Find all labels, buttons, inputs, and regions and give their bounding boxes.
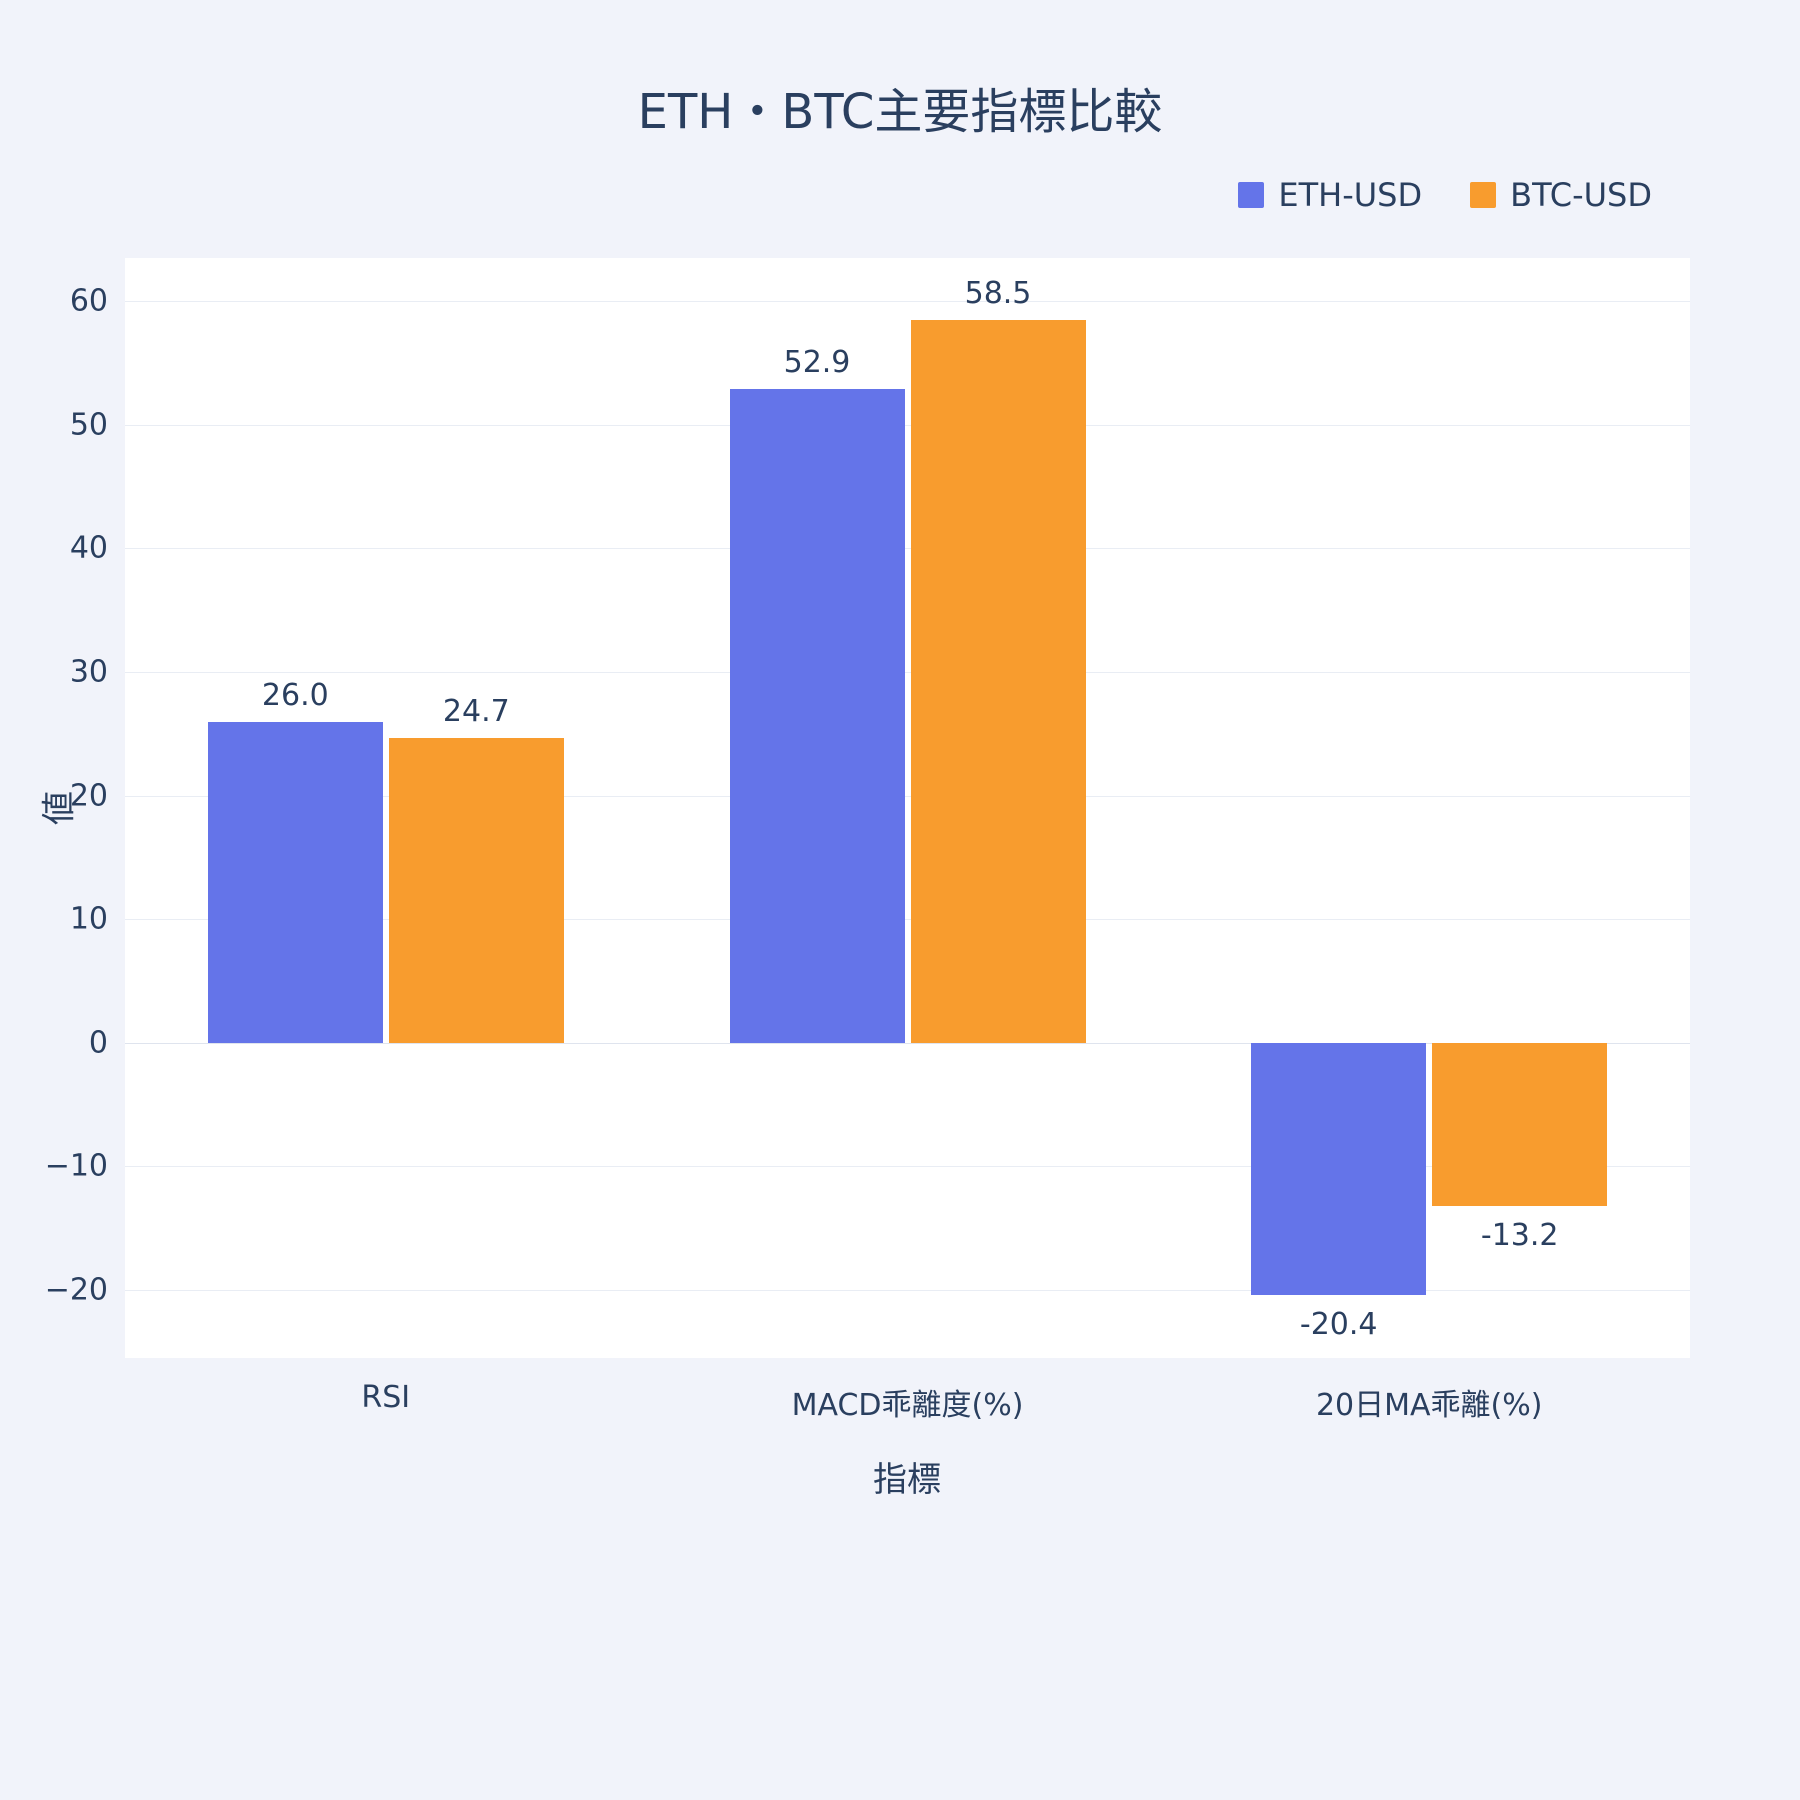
y-axis-ticks: −20 −10 0 10 20 30 40 50 60 [0,0,108,1800]
plot-area: 26.0 24.7 52.9 58.5 -20.4 -13.2 [125,258,1690,1358]
y-tick-label: 10 [69,901,108,937]
bar-value-label: -13.2 [1480,1218,1559,1253]
gridline [125,424,1690,426]
bar-value-label: -20.4 [1299,1307,1378,1342]
gridline [125,1290,1690,1291]
x-tick-label: 20日MA乖離(%) [1315,1388,1543,1423]
gridline [125,919,1690,921]
gridline [125,548,1690,550]
bar-value-label: 58.5 [964,275,1032,311]
bar-value-label: 52.9 [783,345,851,380]
legend-swatch-btc-usd [1470,182,1497,208]
y-tick-label: −10 [44,1148,108,1184]
bar-eth-usd-2[interactable] [729,389,905,1043]
legend-item-eth-usd[interactable]: ETH-USD [1238,176,1422,214]
bar-btc-usd-1[interactable] [388,737,564,1043]
zero-gridline [125,1042,1690,1044]
legend-label-eth-usd: ETH-USD [1278,176,1423,214]
bar-btc-usd-2[interactable] [910,319,1086,1043]
bar-eth-usd-1[interactable] [207,721,383,1043]
x-tick-label: RSI [361,1380,411,1415]
y-tick-label: −20 [44,1272,108,1308]
legend: ETH-USD BTC-USD [1238,176,1652,214]
gridline [125,795,1690,797]
x-tick-label: MACD乖離度(%) [791,1388,1024,1423]
y-tick-label: 30 [69,654,108,690]
gridline [125,672,1690,673]
y-tick-label: 60 [69,283,108,319]
bar-btc-usd-3[interactable] [1432,1042,1608,1206]
y-axis-title: 値 [39,791,80,825]
gridline [125,301,1690,303]
x-axis-title: 指標 [873,1460,941,1500]
y-tick-label: 20 [69,778,108,814]
y-tick-label: 0 [88,1025,108,1061]
y-tick-label: 40 [69,530,108,566]
bar-value-label: 24.7 [442,693,510,729]
chart-title: ETH・BTC主要指標比較 [637,84,1163,140]
bar-eth-usd-3[interactable] [1251,1042,1427,1295]
bar-value-label: 26.0 [261,677,329,713]
legend-swatch-eth-usd [1238,182,1265,208]
legend-label-btc-usd: BTC-USD [1510,176,1652,214]
gridline [125,1166,1690,1168]
y-tick-label: 50 [69,407,108,443]
legend-item-btc-usd[interactable]: BTC-USD [1470,176,1652,214]
